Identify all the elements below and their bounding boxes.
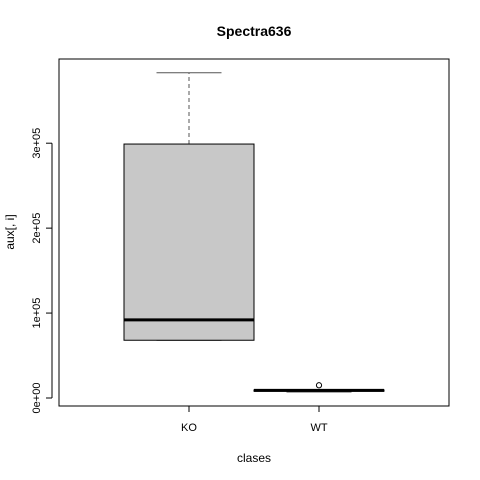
boxplot-boxes	[123, 72, 385, 393]
chart-title: Spectra636	[217, 23, 292, 39]
y-tick-label: 3e+05	[31, 128, 43, 159]
x-tick-label: WT	[310, 422, 327, 434]
y-tick-label: 1e+05	[31, 298, 43, 329]
plot-frame	[58, 58, 450, 407]
y-tick-label: 0e+00	[31, 383, 43, 414]
box-wt	[253, 382, 385, 393]
x-tick-label: KO	[181, 422, 197, 434]
y-axis-label: aux[, i]	[3, 214, 17, 249]
x-axis: KO WT	[181, 406, 328, 434]
y-axis: 0e+00 1e+05 2e+05 3e+05	[31, 128, 53, 414]
box-ko	[123, 72, 255, 341]
y-tick-label: 2e+05	[31, 213, 43, 244]
x-axis-label: clases	[237, 451, 271, 465]
outlier-point	[315, 382, 323, 389]
iqr-box	[123, 143, 255, 341]
